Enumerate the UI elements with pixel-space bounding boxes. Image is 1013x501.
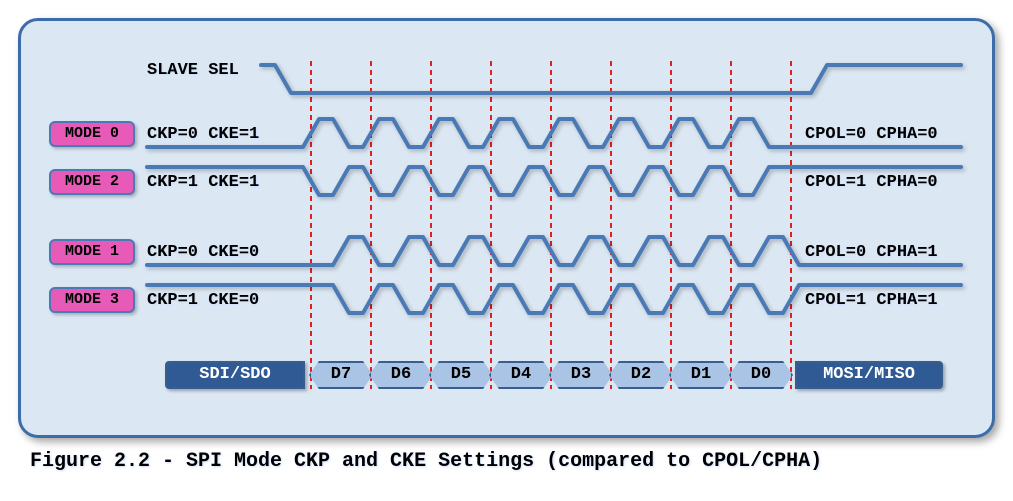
- mode-pill-3: MODE 3: [49, 287, 135, 313]
- row1-right: CPOL=1 CPHA=0: [805, 173, 938, 192]
- row3-right: CPOL=1 CPHA=1: [805, 291, 938, 310]
- bit-chip-d3: D3: [549, 361, 613, 389]
- row1-left: CKP=1 CKE=1: [147, 173, 259, 192]
- row2-right: CPOL=0 CPHA=1: [805, 243, 938, 262]
- bit-chip-d5: D5: [429, 361, 493, 389]
- mode-pill-0: MODE 0: [49, 121, 135, 147]
- row0-left: CKP=0 CKE=1: [147, 125, 259, 144]
- mode-pill-2: MODE 2: [49, 169, 135, 195]
- bit-chip-d4: D4: [489, 361, 553, 389]
- row3-left: CKP=1 CKE=0: [147, 291, 259, 310]
- diagram-frame: SLAVE SEL MODE 0 CKP=0 CKE=1 CPOL=0 CPHA…: [18, 18, 995, 438]
- row0-right: CPOL=0 CPHA=0: [805, 125, 938, 144]
- bit-chip-d0: D0: [729, 361, 793, 389]
- bit-chip-d2: D2: [609, 361, 673, 389]
- slave-sel-label: SLAVE SEL: [147, 61, 239, 80]
- mode-pill-1: MODE 1: [49, 239, 135, 265]
- chip-sdi-sdo: SDI/SDO: [165, 361, 305, 389]
- figure-caption: Figure 2.2 - SPI Mode CKP and CKE Settin…: [30, 450, 822, 473]
- chip-mosi-miso: MOSI/MISO: [795, 361, 943, 389]
- bit-chip-d1: D1: [669, 361, 733, 389]
- bit-chip-d6: D6: [369, 361, 433, 389]
- row2-left: CKP=0 CKE=0: [147, 243, 259, 262]
- bit-chip-d7: D7: [309, 361, 373, 389]
- diagram-stage: SLAVE SEL MODE 0 CKP=0 CKE=1 CPOL=0 CPHA…: [21, 21, 992, 435]
